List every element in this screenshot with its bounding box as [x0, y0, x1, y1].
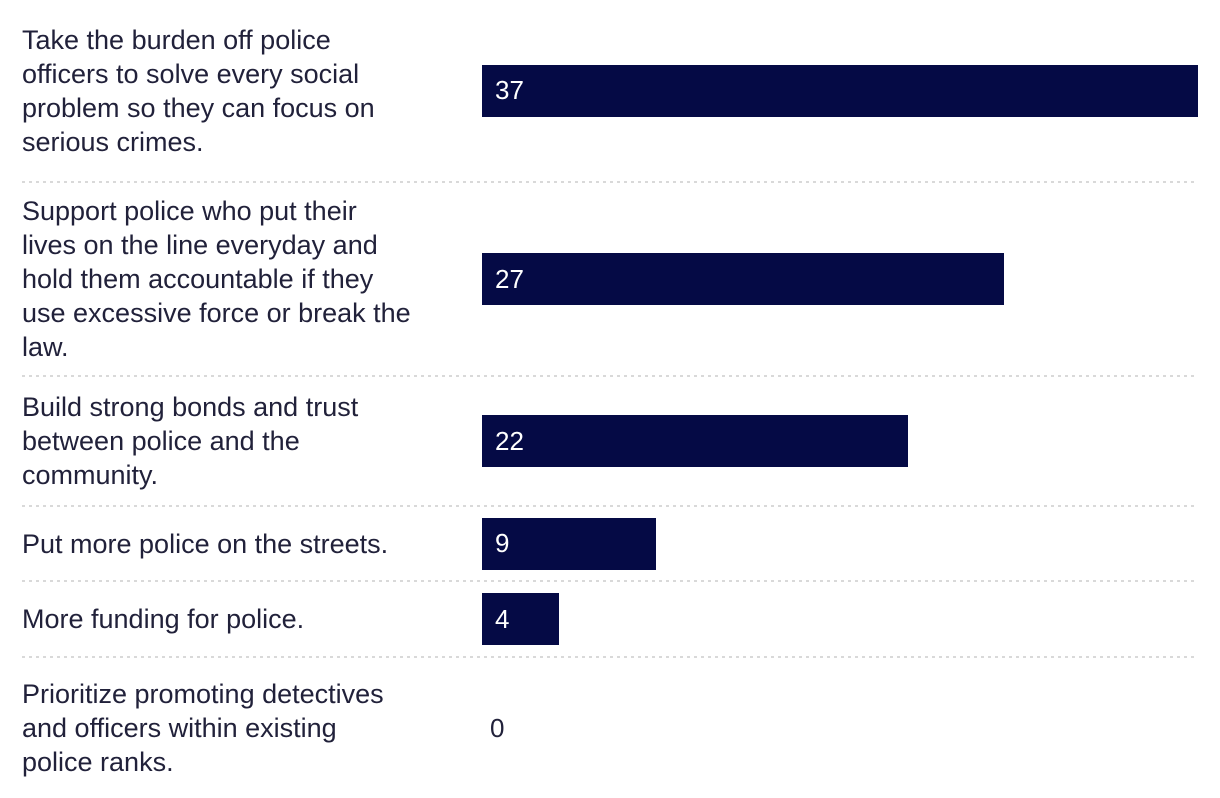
bar: 4 — [482, 593, 560, 645]
bar-area: 37 — [482, 64, 1198, 117]
category-label: Prioritize promoting detectives and offi… — [22, 679, 384, 777]
bar: 0 — [482, 702, 1198, 754]
bar-area: 0 — [482, 702, 1198, 754]
category-label: Take the burden off police officers to s… — [22, 24, 375, 157]
row-separator — [22, 181, 1198, 183]
bar-value-label: 22 — [495, 425, 524, 456]
chart-row: Prioritize promoting detectives and offi… — [22, 658, 1198, 798]
bar-value-label: 4 — [495, 603, 510, 634]
bar-area: 27 — [482, 253, 1198, 305]
chart-row: Take the burden off police officers to s… — [22, 0, 1198, 181]
bar: 37 — [482, 64, 1198, 117]
category-label: Build strong bonds and trust between pol… — [22, 392, 359, 490]
category-label: Put more police on the streets. — [22, 528, 389, 559]
bar: 27 — [482, 253, 1005, 305]
bar: 22 — [482, 415, 908, 467]
bar-area: 9 — [482, 517, 1198, 570]
bar-value-label: 0 — [490, 712, 505, 743]
bar: 9 — [482, 517, 657, 570]
chart-row: Build strong bonds and trust between pol… — [22, 377, 1198, 505]
bar-value-label: 27 — [495, 263, 524, 294]
chart-row: Support police who put their lives on th… — [22, 183, 1198, 375]
chart-row: More funding for police. 4 — [22, 582, 1198, 656]
bar-value-label: 9 — [495, 528, 510, 558]
row-separator — [22, 375, 1198, 377]
category-label: More funding for police. — [22, 604, 305, 634]
bar-area: 22 — [482, 415, 1198, 467]
bar-area: 4 — [482, 593, 1198, 645]
row-separator — [22, 656, 1198, 658]
bar-value-label: 37 — [495, 75, 524, 105]
row-separator — [22, 580, 1198, 582]
row-separator — [22, 505, 1198, 507]
chart-row: Put more police on the streets. 9 — [22, 507, 1198, 580]
category-label: Support police who put their lives on th… — [22, 196, 411, 362]
